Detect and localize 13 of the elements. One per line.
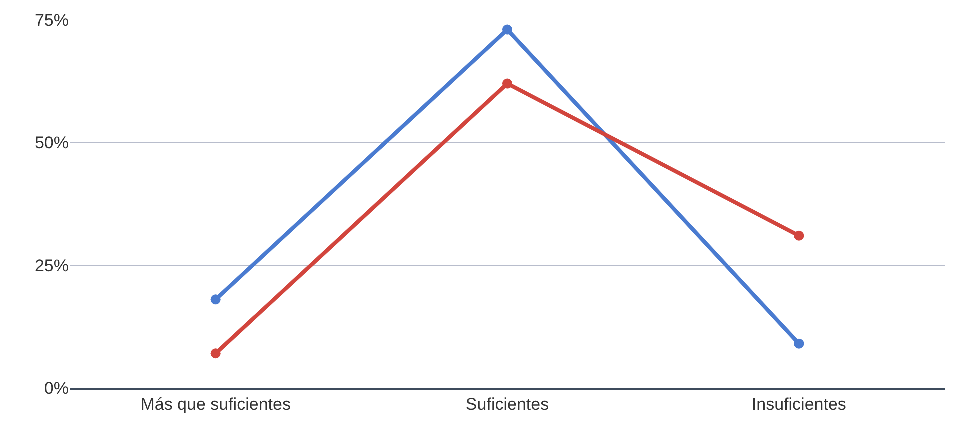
point bbox=[502, 78, 512, 89]
x-tick-label: Más que suficientes bbox=[140, 395, 291, 414]
point bbox=[794, 338, 804, 349]
point bbox=[794, 230, 804, 241]
y-tick-label: 50% bbox=[34, 134, 69, 153]
x-tick-label: Insuficientes bbox=[752, 395, 846, 414]
point bbox=[210, 294, 221, 305]
y-tick-label: 25% bbox=[34, 256, 69, 276]
point bbox=[210, 348, 221, 359]
x-tick-label: Suficientes bbox=[466, 395, 550, 414]
y-tick-label: 75% bbox=[34, 10, 69, 30]
y-tick-label: 0% bbox=[44, 378, 69, 398]
point bbox=[502, 24, 512, 35]
